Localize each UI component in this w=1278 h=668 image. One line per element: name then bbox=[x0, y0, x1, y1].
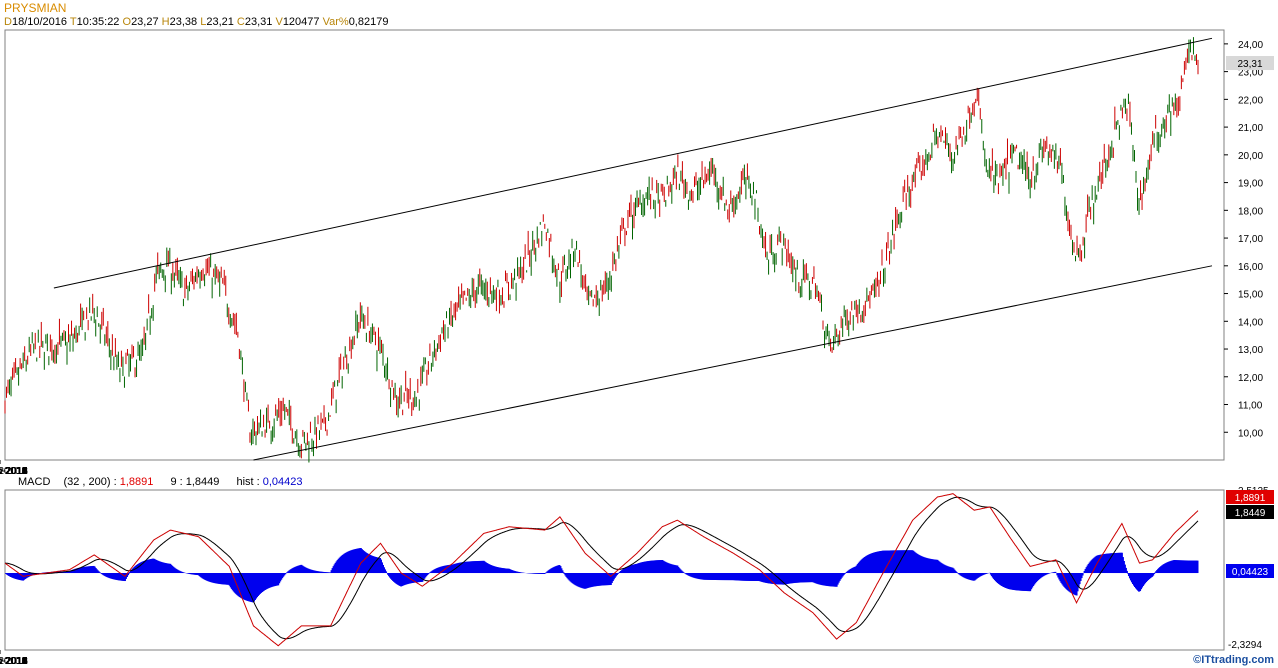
upper-channel-line bbox=[53, 37, 1213, 289]
macd-x-tick-label: 03-Dic-2012 bbox=[0, 656, 28, 667]
price-x-tick-label: 01-Giu-2015 bbox=[0, 466, 28, 477]
macd-value-label: 1,8891 bbox=[1235, 493, 1266, 504]
low-label: L bbox=[200, 16, 207, 28]
last-price-box bbox=[1226, 56, 1274, 71]
macd-x-tick-label: 01-Dic-2010 bbox=[0, 656, 28, 667]
volume-label: V bbox=[275, 16, 283, 28]
last-price-label: 23,31 bbox=[1237, 59, 1262, 70]
price-y-tick-label: 20,00 bbox=[1238, 151, 1263, 162]
price-y-tick-label: 11,00 bbox=[1238, 401, 1263, 412]
ticker-title: PRYSMIAN bbox=[4, 1, 67, 15]
signal-line bbox=[5, 496, 1199, 640]
price-y-tick-label: 10,00 bbox=[1238, 428, 1263, 439]
macd-x-tick-label: 01-Giu-2016 bbox=[0, 656, 28, 667]
macd-x-tick-label: 01-Dic-2014 bbox=[0, 656, 28, 667]
price-y-tick-label: 19,00 bbox=[1238, 179, 1263, 190]
close-label: C bbox=[236, 16, 245, 28]
price-x-tick-label: 03-Giu-2013 bbox=[0, 466, 28, 477]
low-value: 23,21 bbox=[206, 16, 234, 28]
macd-x-tick-label: 02-Giu-2014 bbox=[0, 656, 28, 667]
macd-header: MACD (32 , 200) : 1,8891 9 : 1,8449 hist… bbox=[18, 476, 303, 488]
var-value: 0,82179 bbox=[348, 16, 389, 28]
price-x-tick-label: 01-Giu-2012 bbox=[0, 466, 28, 477]
macd-x-tick-label: 01-Dic-2015 bbox=[0, 656, 28, 667]
macd-value: 1,8891 bbox=[119, 476, 154, 488]
price-y-tick-label: 22,00 bbox=[1238, 95, 1263, 106]
hist-label: hist : bbox=[236, 476, 260, 488]
price-y-tick-label: 23,00 bbox=[1238, 68, 1263, 79]
price-y-tick-label: 12,00 bbox=[1238, 373, 1263, 384]
close-value: 23,31 bbox=[244, 16, 273, 28]
price-x-tick-label: Giu-2010 bbox=[0, 466, 21, 477]
macd-x-tick-label: 02-Dic-2013 bbox=[0, 656, 28, 667]
price-x-tick-label: 01-Dic-2014 bbox=[0, 466, 28, 477]
quote-line: D18/10/2016 T10:35:22 O23,27 H23,38 L23,… bbox=[4, 16, 388, 28]
volume-value: 120477 bbox=[282, 16, 320, 28]
price-y-tick-label: 14,00 bbox=[1238, 317, 1263, 328]
price-x-tick-label: 01-Dic-2011 bbox=[0, 466, 27, 477]
price-y-tick-label: 13,00 bbox=[1238, 345, 1263, 356]
high-label: H bbox=[161, 16, 170, 28]
price-x-tick-label: 03-Dic-2012 bbox=[0, 466, 28, 477]
open-label: O bbox=[122, 16, 132, 28]
price-y-tick-label: 24,00 bbox=[1238, 40, 1263, 51]
high-value: 23,38 bbox=[169, 16, 198, 28]
date-label: D bbox=[4, 16, 12, 28]
price-y-tick-label: 21,00 bbox=[1238, 123, 1263, 134]
price-x-tick-label: 02-Dic-2013 bbox=[0, 466, 28, 477]
macd-pane-frame bbox=[4, 489, 1225, 651]
hist-value-label: 0,04423 bbox=[1232, 567, 1269, 578]
price-x-tick-label: 01-Dic-2015 bbox=[0, 466, 28, 477]
macd-line bbox=[4, 493, 1199, 647]
price-x-tick-label: 01-Giu-2016 bbox=[0, 466, 28, 477]
price-y-tick-label: 16,00 bbox=[1238, 262, 1263, 273]
price-y-tick-label: 18,00 bbox=[1238, 206, 1263, 217]
open-value: 23,27 bbox=[131, 16, 159, 28]
price-pane-frame bbox=[4, 29, 1225, 461]
date-value: 18/10/2016 bbox=[11, 16, 68, 28]
signal-value-box bbox=[1226, 505, 1274, 519]
hist-value-box bbox=[1226, 564, 1274, 578]
var-label: Var% bbox=[322, 16, 349, 28]
signal-label: 9 : bbox=[170, 476, 183, 488]
macd-min-label: -2,3294 bbox=[1228, 640, 1262, 651]
price-y-tick-label: 17,00 bbox=[1238, 234, 1263, 245]
macd-params: (32 , 200) : bbox=[63, 476, 117, 488]
time-value: 10:35:22 bbox=[76, 16, 120, 28]
signal-value: 1,8449 bbox=[185, 476, 220, 488]
price-x-tick-label: 01-Giu-2011 bbox=[0, 466, 28, 477]
macd-x-tick-label: Giu-2010 bbox=[0, 656, 21, 667]
macd-x-tick-label: 01-Dic-2011 bbox=[0, 656, 27, 667]
macd-x-tick-label: 01-Giu-2011 bbox=[0, 656, 28, 667]
time-label: T bbox=[69, 16, 77, 28]
macd-x-tick-label: 01-Giu-2012 bbox=[0, 656, 28, 667]
hist-value: 0,04423 bbox=[262, 476, 303, 488]
macd-value-box bbox=[1226, 490, 1274, 504]
macd-name: MACD bbox=[18, 476, 51, 488]
lower-channel-line bbox=[253, 265, 1213, 461]
candles-group bbox=[4, 37, 1199, 463]
price-y-tick-label: 15,00 bbox=[1238, 290, 1263, 301]
price-x-tick-label: 01-Dic-2010 bbox=[0, 466, 28, 477]
signal-value-label: 1,8449 bbox=[1235, 508, 1266, 519]
price-x-tick-label: 02-Giu-2014 bbox=[0, 466, 28, 477]
macd-x-tick-label: 01-Giu-2015 bbox=[0, 656, 28, 667]
macd-x-tick-label: 03-Giu-2013 bbox=[0, 656, 28, 667]
brand-credit[interactable]: ©ITtrading.com bbox=[1193, 654, 1274, 666]
